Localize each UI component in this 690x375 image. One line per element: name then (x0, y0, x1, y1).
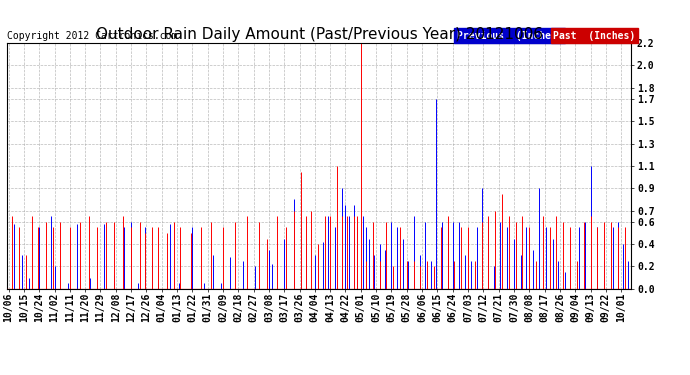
Title: Outdoor Rain Daily Amount (Past/Previous Year) 20121006: Outdoor Rain Daily Amount (Past/Previous… (96, 27, 542, 42)
Text: Past  (Inches): Past (Inches) (553, 31, 635, 40)
Text: Copyright 2012 Cartronics.com: Copyright 2012 Cartronics.com (7, 31, 177, 40)
Text: Previous  (Inches): Previous (Inches) (457, 31, 562, 40)
